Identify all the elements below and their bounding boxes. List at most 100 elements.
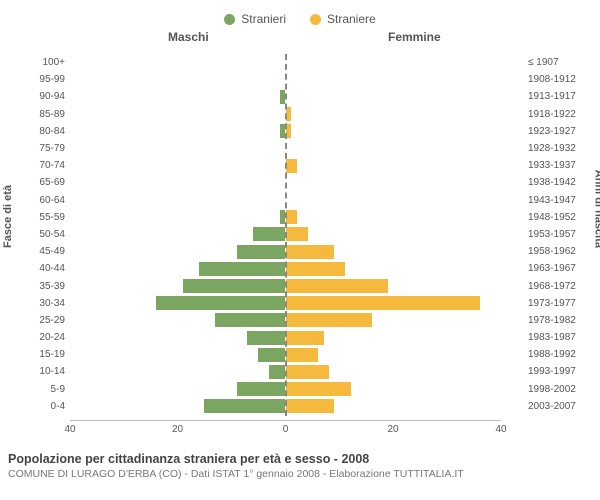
bar-male	[237, 245, 285, 259]
chart-row: 50-54 1953-1957	[0, 226, 600, 243]
birth-label: 1968-1972	[528, 281, 588, 292]
bar-male	[253, 227, 285, 241]
bar-male-wrap	[70, 331, 285, 345]
chart-row: 5-91998-2002	[0, 381, 600, 398]
birth-label: 1953-1957	[528, 229, 588, 240]
chart-row: 10-141993-1997	[0, 363, 600, 380]
age-label: 15-19	[25, 349, 65, 360]
bar-female-wrap	[286, 365, 501, 379]
bar-male-wrap	[70, 124, 285, 138]
bar-female	[286, 296, 480, 310]
bar-female	[286, 348, 318, 362]
bar-male-wrap	[70, 142, 285, 156]
chart-rows: 100+≤ 190795-991908-191290-941913-191785…	[0, 54, 600, 415]
birth-label: 1943-1947	[528, 195, 588, 206]
bar-male	[269, 365, 285, 379]
birth-label: ≤ 1907	[528, 57, 588, 68]
chart-row: 55-591948-1952	[0, 209, 600, 226]
birth-label: 1938-1942	[528, 177, 588, 188]
bar-male	[199, 262, 285, 276]
bar-male-wrap	[70, 193, 285, 207]
age-label: 80-84	[25, 126, 65, 137]
birth-label: 1958-1962	[528, 246, 588, 257]
bar-male	[258, 348, 285, 362]
bar-female-wrap	[286, 262, 501, 276]
swatch-male	[224, 14, 235, 25]
chart-row: 25-291978-1982	[0, 312, 600, 329]
bar-female	[286, 331, 324, 345]
age-label: 95-99	[25, 74, 65, 85]
birth-label: 1973-1977	[528, 298, 588, 309]
footer-title: Popolazione per cittadinanza straniera p…	[8, 452, 592, 466]
bar-female	[286, 279, 388, 293]
bar-male-wrap	[70, 382, 285, 396]
chart-row: 80-84 1923-1927	[0, 123, 600, 140]
bar-female-wrap	[286, 142, 501, 156]
age-label: 50-54	[25, 229, 65, 240]
birth-label: 1928-1932	[528, 143, 588, 154]
legend: Stranieri Straniere	[0, 0, 600, 30]
bar-male-wrap	[70, 313, 285, 327]
bar-female-wrap	[286, 331, 501, 345]
bar-male	[237, 382, 285, 396]
legend-item-male: Stranieri	[224, 8, 286, 30]
age-label: 85-89	[25, 109, 65, 120]
legend-label-female: Straniere	[327, 12, 376, 26]
age-label: 90-94	[25, 91, 65, 102]
bar-female-wrap	[286, 210, 501, 224]
bar-female-wrap	[286, 176, 501, 190]
age-label: 45-49	[25, 246, 65, 257]
bar-male	[204, 399, 285, 413]
birth-label: 1978-1982	[528, 315, 588, 326]
bar-female-wrap	[286, 193, 501, 207]
birth-label: 1948-1952	[528, 212, 588, 223]
age-label: 10-14	[25, 366, 65, 377]
bar-male-wrap	[70, 227, 285, 241]
age-label: 30-34	[25, 298, 65, 309]
x-tick: 40	[495, 424, 506, 435]
age-label: 35-39	[25, 281, 65, 292]
age-label: 70-74	[25, 160, 65, 171]
bar-male	[183, 279, 285, 293]
bar-female-wrap	[286, 159, 501, 173]
bar-female	[286, 210, 297, 224]
bar-female	[286, 365, 329, 379]
birth-label: 1988-1992	[528, 349, 588, 360]
bar-female-wrap	[286, 245, 501, 259]
bar-male-wrap	[70, 279, 285, 293]
age-label: 65-69	[25, 177, 65, 188]
panel-title-male: Maschi	[168, 30, 209, 44]
bar-male-wrap	[70, 296, 285, 310]
chart-row: 95-991908-1912	[0, 71, 600, 88]
bar-female-wrap	[286, 73, 501, 87]
chart-row: 90-94 1913-1917	[0, 88, 600, 105]
bar-female-wrap	[286, 56, 501, 70]
x-tick: 40	[64, 424, 75, 435]
bar-female-wrap	[286, 399, 501, 413]
bar-female	[286, 245, 334, 259]
birth-label: 1923-1927	[528, 126, 588, 137]
chart-row: 70-741933-1937	[0, 157, 600, 174]
chart-row: 0-42003-2007	[0, 398, 600, 415]
bar-female	[286, 313, 372, 327]
birth-label: 1998-2002	[528, 384, 588, 395]
panel-titles: Maschi Femmine	[0, 30, 600, 48]
bar-female	[286, 159, 297, 173]
chart-row: 20-241983-1987	[0, 329, 600, 346]
bar-male-wrap	[70, 348, 285, 362]
birth-label: 1918-1922	[528, 109, 588, 120]
age-label: 0-4	[25, 401, 65, 412]
bar-male	[215, 313, 285, 327]
bar-female-wrap	[286, 124, 501, 138]
legend-item-female: Straniere	[310, 8, 376, 30]
birth-label: 1913-1917	[528, 91, 588, 102]
chart-row: 45-49 1958-1962	[0, 243, 600, 260]
age-label: 60-64	[25, 195, 65, 206]
chart-row: 30-34 1973-1977	[0, 295, 600, 312]
birth-label: 1963-1967	[528, 263, 588, 274]
bar-female-wrap	[286, 90, 501, 104]
chart-row: 85-89 1918-1922	[0, 106, 600, 123]
x-tick: 0	[283, 424, 289, 435]
bar-female	[286, 382, 351, 396]
center-line	[285, 54, 287, 416]
